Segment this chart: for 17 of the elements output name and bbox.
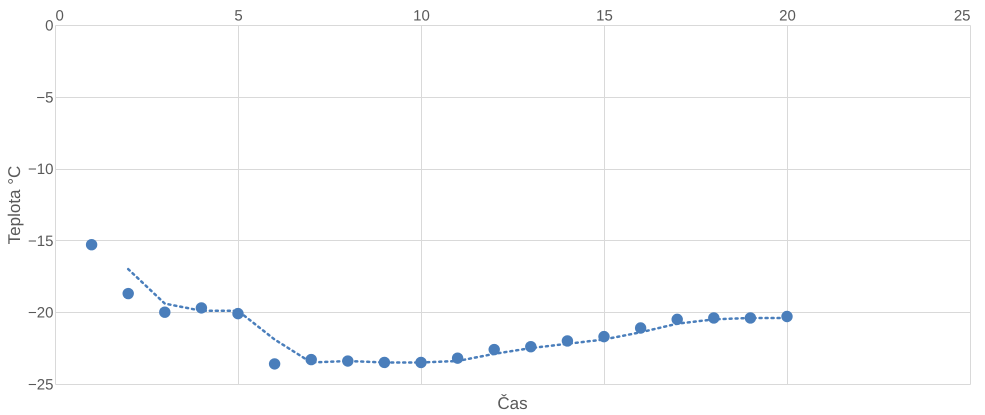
x-tick-label: 5 [234,8,243,24]
point [268,358,280,370]
x-tick-label: 0 [56,8,64,24]
y-tick-label: −25 [28,376,54,394]
point [122,288,134,300]
x-tick-label: 20 [779,8,796,24]
x-axis-title: Čas [497,394,528,413]
x-tick-label: 10 [413,8,430,24]
y-tick-label: −20 [28,304,54,322]
x-tick-label: 25 [954,8,970,24]
y-tick-label: −10 [28,161,54,178]
point [159,306,170,318]
y-tick-label: −5 [36,89,54,106]
point [86,239,98,250]
y-tick-label: −15 [28,232,54,250]
x-tick-label: 15 [596,8,613,24]
y-axis-title: Teplota °C [5,166,24,244]
